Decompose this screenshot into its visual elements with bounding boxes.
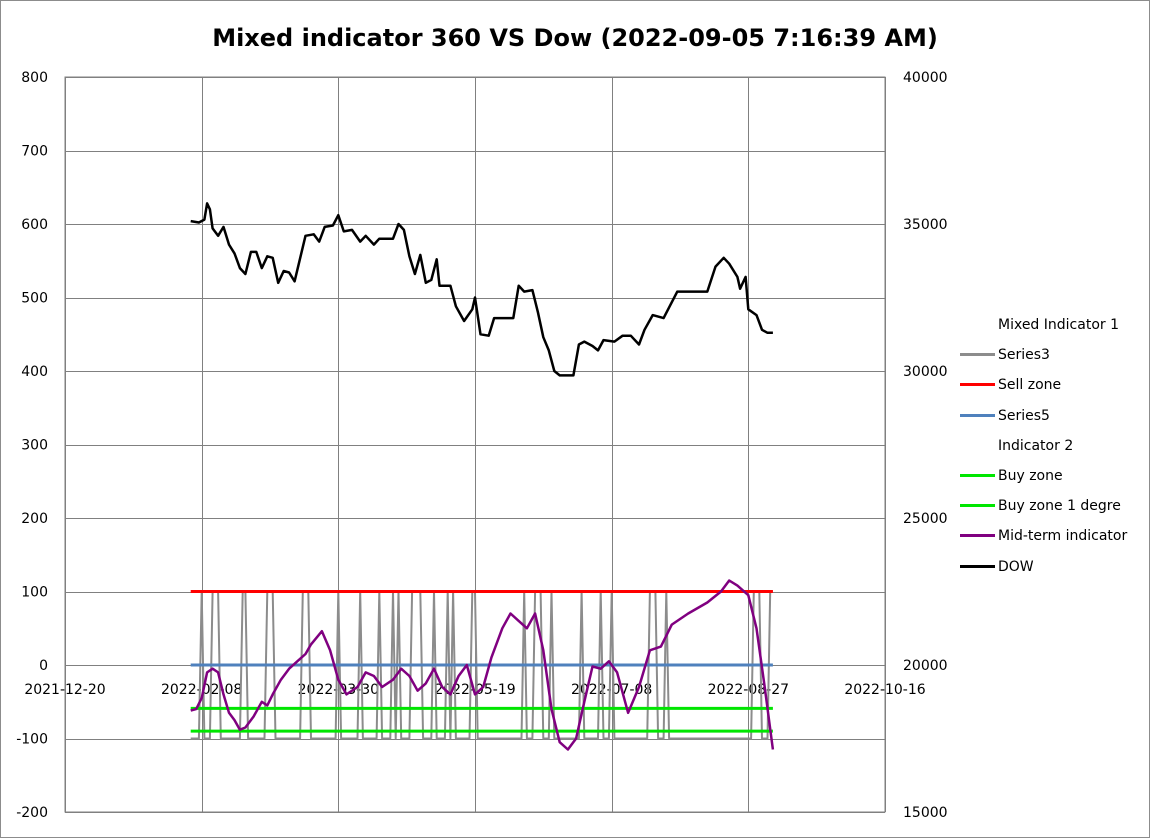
- right-axis-ticks: 40000 35000 30000 25000 20000 15000: [903, 70, 948, 821]
- legend-item: DOW: [958, 554, 1148, 584]
- left-tick-label: 800: [21, 70, 48, 86]
- left-axis-ticks: 800 700 600 500 400 300 200 100 0 -100 -200: [16, 70, 48, 821]
- legend-label: Mid-term indicator: [998, 528, 1128, 545]
- right-tick-label: 20000: [903, 658, 948, 674]
- legend-label: Series3: [998, 347, 1050, 364]
- x-tick-label: 2022-08-27: [708, 682, 789, 698]
- left-tick-label: 200: [21, 511, 48, 527]
- left-tick-label: 600: [21, 217, 48, 233]
- left-tick-label: 300: [21, 438, 48, 454]
- left-tick-label: 400: [21, 364, 48, 380]
- chart-title: Mixed indicator 360 VS Dow (2022-09-05 7…: [212, 24, 938, 52]
- legend-label: DOW: [998, 558, 1034, 575]
- legend-swatch: [960, 534, 995, 538]
- legend-item: Mixed Indicator 1: [958, 312, 1148, 342]
- right-tick-label: 35000: [903, 217, 948, 233]
- right-tick-label: 30000: [903, 364, 948, 380]
- legend-swatch: [960, 353, 995, 357]
- legend-item: Series3: [958, 342, 1148, 372]
- legend-item: Series5: [958, 403, 1148, 433]
- legend-item: Buy zone 1 degre: [958, 493, 1148, 523]
- left-tick-label: 700: [21, 144, 48, 160]
- legend-item: Sell zone: [958, 372, 1148, 402]
- legend-swatch: [960, 564, 995, 568]
- left-tick-label: -200: [16, 805, 48, 821]
- x-tick-label: 2021-12-20: [24, 682, 105, 698]
- legend-item: Indicator 2: [958, 433, 1148, 463]
- right-tick-label: 25000: [903, 511, 948, 527]
- legend-swatch: [960, 473, 995, 477]
- right-tick-label: 15000: [903, 805, 948, 821]
- left-tick-label: 0: [39, 658, 48, 674]
- legend: Mixed Indicator 1 Series3 Sell zone Series5…: [958, 312, 1148, 584]
- series-line-dow: [190, 202, 773, 377]
- series-line-mid-term-indicator: [190, 579, 775, 751]
- legend-label: Series5: [998, 407, 1050, 424]
- legend-label: Indicator 2: [998, 437, 1074, 454]
- left-tick-label: 500: [21, 291, 48, 307]
- x-tick-label: 2022-10-16: [844, 682, 925, 698]
- legend-label: Mixed Indicator 1: [998, 317, 1119, 333]
- x-tick-label: 2022-07-08: [571, 682, 652, 698]
- left-tick-label: -100: [16, 732, 48, 748]
- legend-item: Mid-term indicator: [958, 523, 1148, 553]
- legend-swatch: [960, 383, 995, 387]
- legend-label: Buy zone: [998, 467, 1063, 484]
- gridlines: [64, 76, 886, 813]
- legend-swatch: [960, 504, 995, 508]
- series-layer: [190, 202, 775, 751]
- legend-item: Buy zone: [958, 463, 1148, 493]
- left-tick-label: 100: [21, 585, 48, 601]
- legend-label: Sell zone: [998, 377, 1062, 394]
- right-tick-label: 40000: [903, 70, 948, 86]
- legend-label: Buy zone 1 degre: [998, 498, 1121, 515]
- legend-swatch: [960, 413, 995, 417]
